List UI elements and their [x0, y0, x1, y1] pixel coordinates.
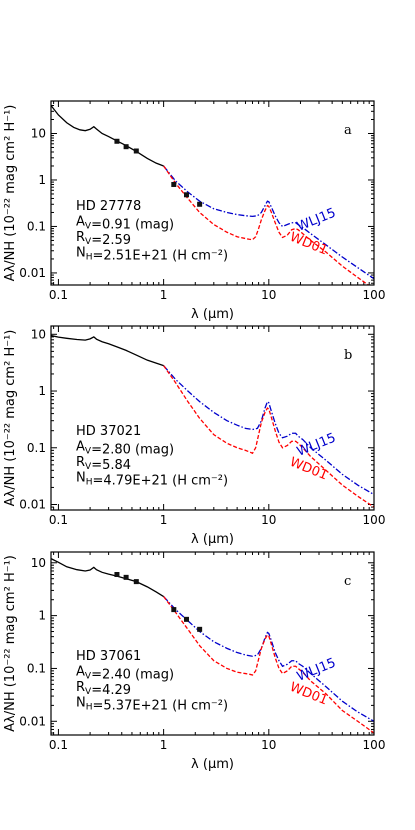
y-tick-label: 0.01 [19, 266, 46, 280]
wd01-label: WD01 [288, 455, 330, 484]
photometry-point [197, 201, 203, 207]
y-tick-label: 10 [31, 126, 46, 140]
x-tick-label: 10 [261, 288, 276, 302]
series-wlj15-line [163, 165, 374, 280]
photometry-point [114, 572, 120, 578]
x-tick-label: 1 [160, 288, 168, 302]
series-observed-line [51, 558, 164, 598]
rv-value: RV=5.84 [76, 455, 131, 473]
rv-value: RV=2.59 [76, 230, 131, 248]
x-tick-label: 10 [261, 738, 276, 752]
x-tick-label: 1 [160, 513, 168, 527]
series-wd01-line [163, 365, 374, 508]
x-tick-label: 0.1 [49, 738, 68, 752]
y-axis-label: Aλ/NH (10⁻²² mag cm² H⁻¹) [3, 330, 18, 507]
y-tick-label: 0.1 [27, 661, 46, 675]
nh-value: NH=5.37E+21 (H cm⁻²) [76, 696, 228, 714]
plot-frame [50, 551, 375, 736]
series-wd01-line [163, 596, 374, 734]
plot-frame [50, 325, 375, 511]
x-axis-label: λ (μm) [191, 307, 234, 322]
y-tick-label: 1 [38, 609, 46, 623]
nh-value: NH=4.79E+21 (H cm⁻²) [76, 471, 228, 489]
y-tick-label: 0.1 [27, 441, 46, 455]
photometry-point [133, 579, 139, 585]
y-tick-label: 0.01 [19, 498, 46, 512]
photometry-point [123, 144, 129, 150]
x-tick-label: 0.1 [49, 513, 68, 527]
panel-letter: b [344, 348, 352, 363]
wlj15-label: WLJ15 [295, 656, 338, 685]
series-wd01-line [163, 165, 370, 285]
x-axis-label: λ (μm) [191, 757, 234, 772]
star-name: HD 37021 [76, 424, 141, 439]
wd01-label: WD01 [288, 230, 330, 259]
panel-letter: a [344, 123, 352, 138]
y-axis-label: Aλ/NH (10⁻²² mag cm² H⁻¹) [3, 555, 18, 732]
y-tick-label: 0.1 [27, 219, 46, 233]
av-value: AV=2.40 (mag) [76, 665, 174, 683]
y-tick-label: 10 [31, 327, 46, 341]
av-value: AV=0.91 (mag) [76, 215, 174, 233]
star-name: HD 37061 [76, 649, 141, 664]
x-tick-label: 1 [160, 738, 168, 752]
x-tick-label: 10 [261, 513, 276, 527]
y-tick-label: 1 [38, 173, 46, 187]
y-tick-label: 1 [38, 384, 46, 398]
series-observed-line [51, 334, 164, 367]
y-axis-label: Aλ/NH (10⁻²² mag cm² H⁻¹) [3, 105, 18, 282]
photometry-point [133, 148, 139, 154]
series-observed-line [51, 105, 164, 167]
photometry-point [171, 181, 177, 187]
nh-value: NH=2.51E+21 (H cm⁻²) [76, 246, 228, 264]
rv-value: RV=4.29 [76, 680, 131, 698]
x-tick-label: 100 [363, 738, 386, 752]
x-tick-label: 100 [363, 288, 386, 302]
photometry-point [171, 607, 177, 613]
wlj15-label: WLJ15 [295, 206, 338, 235]
star-name: HD 27778 [76, 199, 141, 214]
plot-frame [50, 100, 375, 286]
wlj15-label: WLJ15 [295, 431, 338, 460]
x-tick-label: 0.1 [49, 288, 68, 302]
y-tick-label: 0.01 [19, 714, 46, 728]
x-tick-label: 100 [363, 513, 386, 527]
photometry-point [114, 138, 120, 144]
photometry-point [197, 626, 203, 632]
av-value: AV=2.80 (mag) [76, 440, 174, 458]
photometry-point [183, 616, 189, 622]
y-tick-label: 10 [31, 556, 46, 570]
photometry-point [123, 574, 129, 580]
panel-letter: c [344, 574, 351, 589]
x-axis-label: λ (μm) [191, 532, 234, 547]
photometry-point [183, 192, 189, 198]
series-wlj15-line [163, 365, 374, 496]
